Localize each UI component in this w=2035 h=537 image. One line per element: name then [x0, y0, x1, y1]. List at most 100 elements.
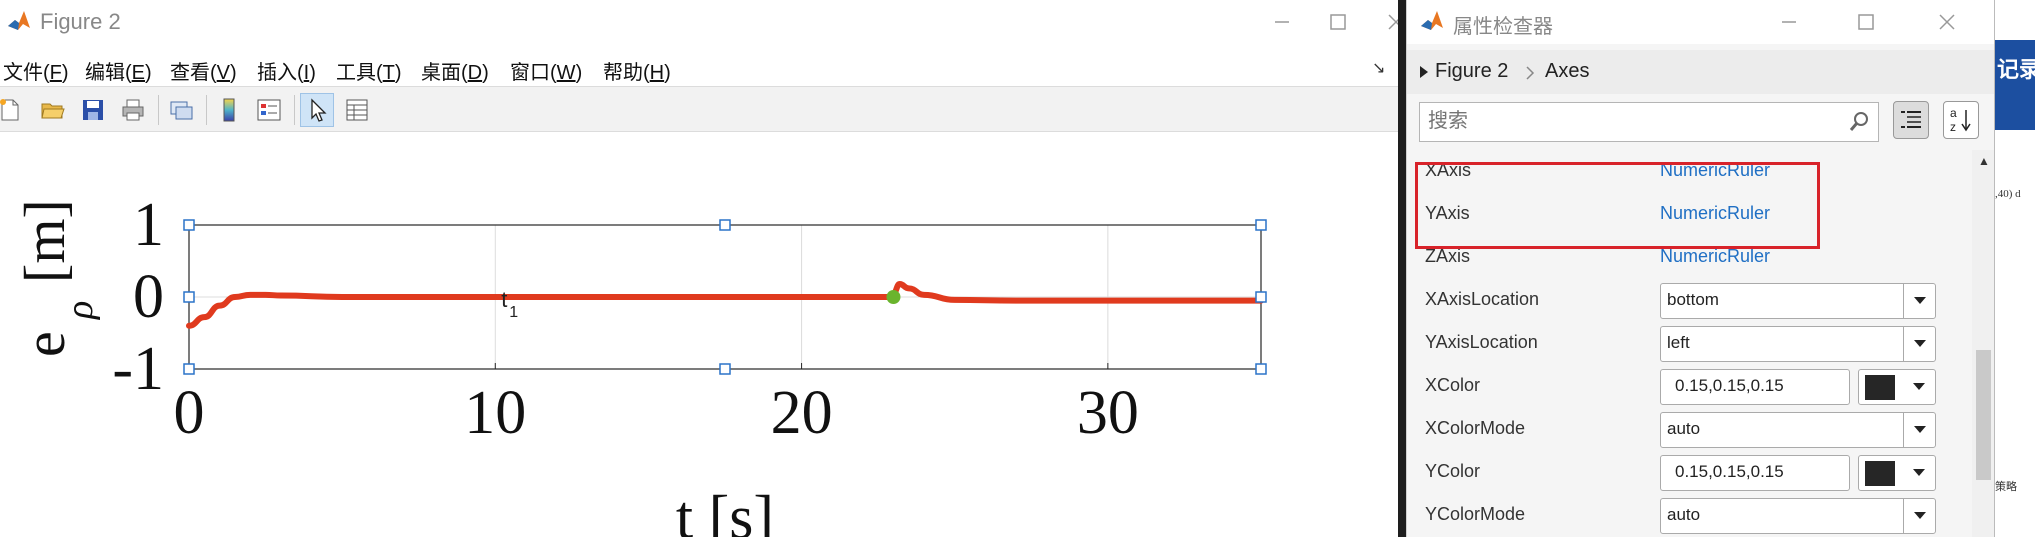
breadcrumb-figure[interactable]: Figure 2 [1435, 60, 1509, 82]
categorized-view-button[interactable] [1893, 101, 1929, 139]
property-row-xcolor: XColor 0.15,0.15,0.15 [1407, 365, 1972, 408]
legend-icon [257, 99, 281, 121]
maximize-icon [1330, 14, 1346, 30]
property-name: YColorMode [1425, 504, 1526, 524]
breadcrumb: Figure 2 Axes [1407, 50, 1995, 94]
figure-window: Figure 2 文件(F) 编辑(E) 查看(V) 插入(I) 工具(T) 桌… [0, 6, 1404, 537]
selection-handle [719, 363, 731, 375]
scrollbar[interactable]: ▲ [1972, 150, 1995, 537]
selection-handle [1255, 219, 1267, 231]
open-folder-icon [41, 103, 65, 119]
property-inspector-button[interactable] [340, 93, 374, 127]
search-input[interactable] [1420, 103, 1820, 139]
maximize-button[interactable] [1316, 6, 1360, 38]
x-tick-label: 0 [174, 379, 205, 447]
matlab-logo-icon [6, 8, 32, 34]
property-inspector-window: 属性检查器 Figure 2 Axes az [1406, 0, 1995, 537]
color-value-field[interactable]: 0.15,0.15,0.15 [1660, 455, 1850, 491]
x-tick-label: 20 [771, 379, 833, 447]
x-axis-label: t [s] [676, 484, 774, 537]
plot-svg: 0 10 20 30 10-1 t 1 e ρ [m] t [s] [12, 191, 1267, 537]
minimize-icon [1275, 21, 1289, 23]
property-dropdown[interactable]: left [1660, 326, 1936, 362]
chevron-down-icon [1903, 499, 1935, 533]
edit-plot-button[interactable] [300, 93, 334, 127]
colorbar-button[interactable] [212, 93, 246, 127]
x-tick-label: 30 [1077, 379, 1139, 447]
menu-help[interactable]: 帮助(H) [603, 62, 671, 84]
property-row-xcolormode: XColorMode auto [1407, 408, 1972, 451]
data-marker[interactable] [886, 290, 901, 304]
figure-title: Figure 2 [40, 9, 121, 34]
inspector-title: 属性检查器 [1453, 16, 1553, 38]
inspector-maximize-button[interactable] [1844, 6, 1888, 38]
selection-handle [1255, 291, 1267, 303]
property-row-yaxislocation: YAxisLocation left [1407, 322, 1972, 365]
svg-text:a: a [1950, 106, 1957, 120]
save-button[interactable] [76, 93, 110, 127]
property-link[interactable]: NumericRuler [1660, 246, 1771, 266]
property-link[interactable]: NumericRuler [1660, 160, 1771, 180]
menu-tools[interactable]: 工具(T) [336, 62, 402, 84]
chevron-down-icon [1903, 456, 1935, 490]
colorbar-icon [223, 98, 235, 122]
breadcrumb-axes[interactable]: Axes [1545, 60, 1590, 82]
property-inspector-icon [346, 99, 368, 121]
menu-window[interactable]: 窗口(W) [510, 62, 583, 84]
search-field[interactable] [1419, 102, 1879, 142]
inspector-minimize-button[interactable] [1767, 6, 1811, 38]
chevron-down-icon [1903, 370, 1935, 404]
svg-text:z: z [1950, 120, 1956, 134]
series-line[interactable] [186, 281, 1264, 329]
property-row-ycolor: YColor 0.15,0.15,0.15 [1407, 451, 1972, 494]
menu-desktop[interactable]: 桌面(D) [421, 62, 489, 84]
printer-icon [122, 99, 144, 121]
red-highlight-box [1415, 162, 1820, 249]
dock-arrow-icon[interactable]: ↘ [1372, 60, 1386, 77]
color-value-field[interactable]: 0.15,0.15,0.15 [1660, 369, 1850, 405]
plot-area: 0 10 20 30 1 0 -1 t 1 e ρ [m] t [s] [0, 133, 1398, 537]
property-name: XColorMode [1425, 418, 1526, 438]
save-icon [83, 100, 103, 120]
legend-button[interactable] [252, 93, 286, 127]
background-strip [1398, 0, 1406, 537]
expand-triangle-icon[interactable] [1419, 66, 1429, 78]
color-swatch-button[interactable] [1858, 455, 1936, 491]
selection-handle [183, 291, 195, 303]
menu-edit[interactable]: 编辑(E) [85, 62, 152, 84]
property-row-zaxis: ZAxis NumericRuler [1407, 236, 1972, 279]
toolbar-separator [294, 95, 295, 125]
scroll-up-icon[interactable]: ▲ [1978, 154, 1990, 168]
color-picker: 0.15,0.15,0.15 [1660, 455, 1936, 491]
color-swatch [1865, 375, 1895, 400]
print-button[interactable] [116, 93, 150, 127]
sort-az-icon: az [1950, 106, 1971, 134]
link-plot-button[interactable] [164, 93, 198, 127]
property-link[interactable]: NumericRuler [1660, 203, 1771, 223]
background-header: 记录 [1995, 40, 2035, 130]
menu-file[interactable]: 文件(F) [3, 62, 69, 84]
inspector-close-button[interactable] [1925, 6, 1969, 38]
ylabel-e: e [12, 331, 77, 357]
menu-view[interactable]: 查看(V) [170, 62, 237, 84]
matlab-logo-icon [1421, 11, 1443, 30]
dropdown-value: left [1667, 333, 1690, 352]
open-file-button[interactable] [36, 93, 70, 127]
new-file-icon [0, 99, 19, 121]
property-name: XAxis [1425, 160, 1472, 180]
new-figure-button[interactable] [0, 93, 26, 127]
menu-insert[interactable]: 插入(I) [257, 62, 316, 84]
color-swatch-button[interactable] [1858, 369, 1936, 405]
property-dropdown[interactable]: auto [1660, 498, 1936, 534]
dropdown-value: bottom [1667, 290, 1719, 309]
selection-handle [183, 363, 195, 375]
dropdown-value: auto [1667, 505, 1701, 524]
property-dropdown[interactable]: bottom [1660, 283, 1936, 319]
color-swatch [1865, 461, 1895, 486]
property-dropdown[interactable]: auto [1660, 412, 1936, 448]
background-document: 记录 ,40) d 策略 [1994, 0, 2035, 537]
scrollbar-thumb[interactable] [1976, 350, 1991, 480]
minimize-button[interactable] [1260, 6, 1304, 38]
